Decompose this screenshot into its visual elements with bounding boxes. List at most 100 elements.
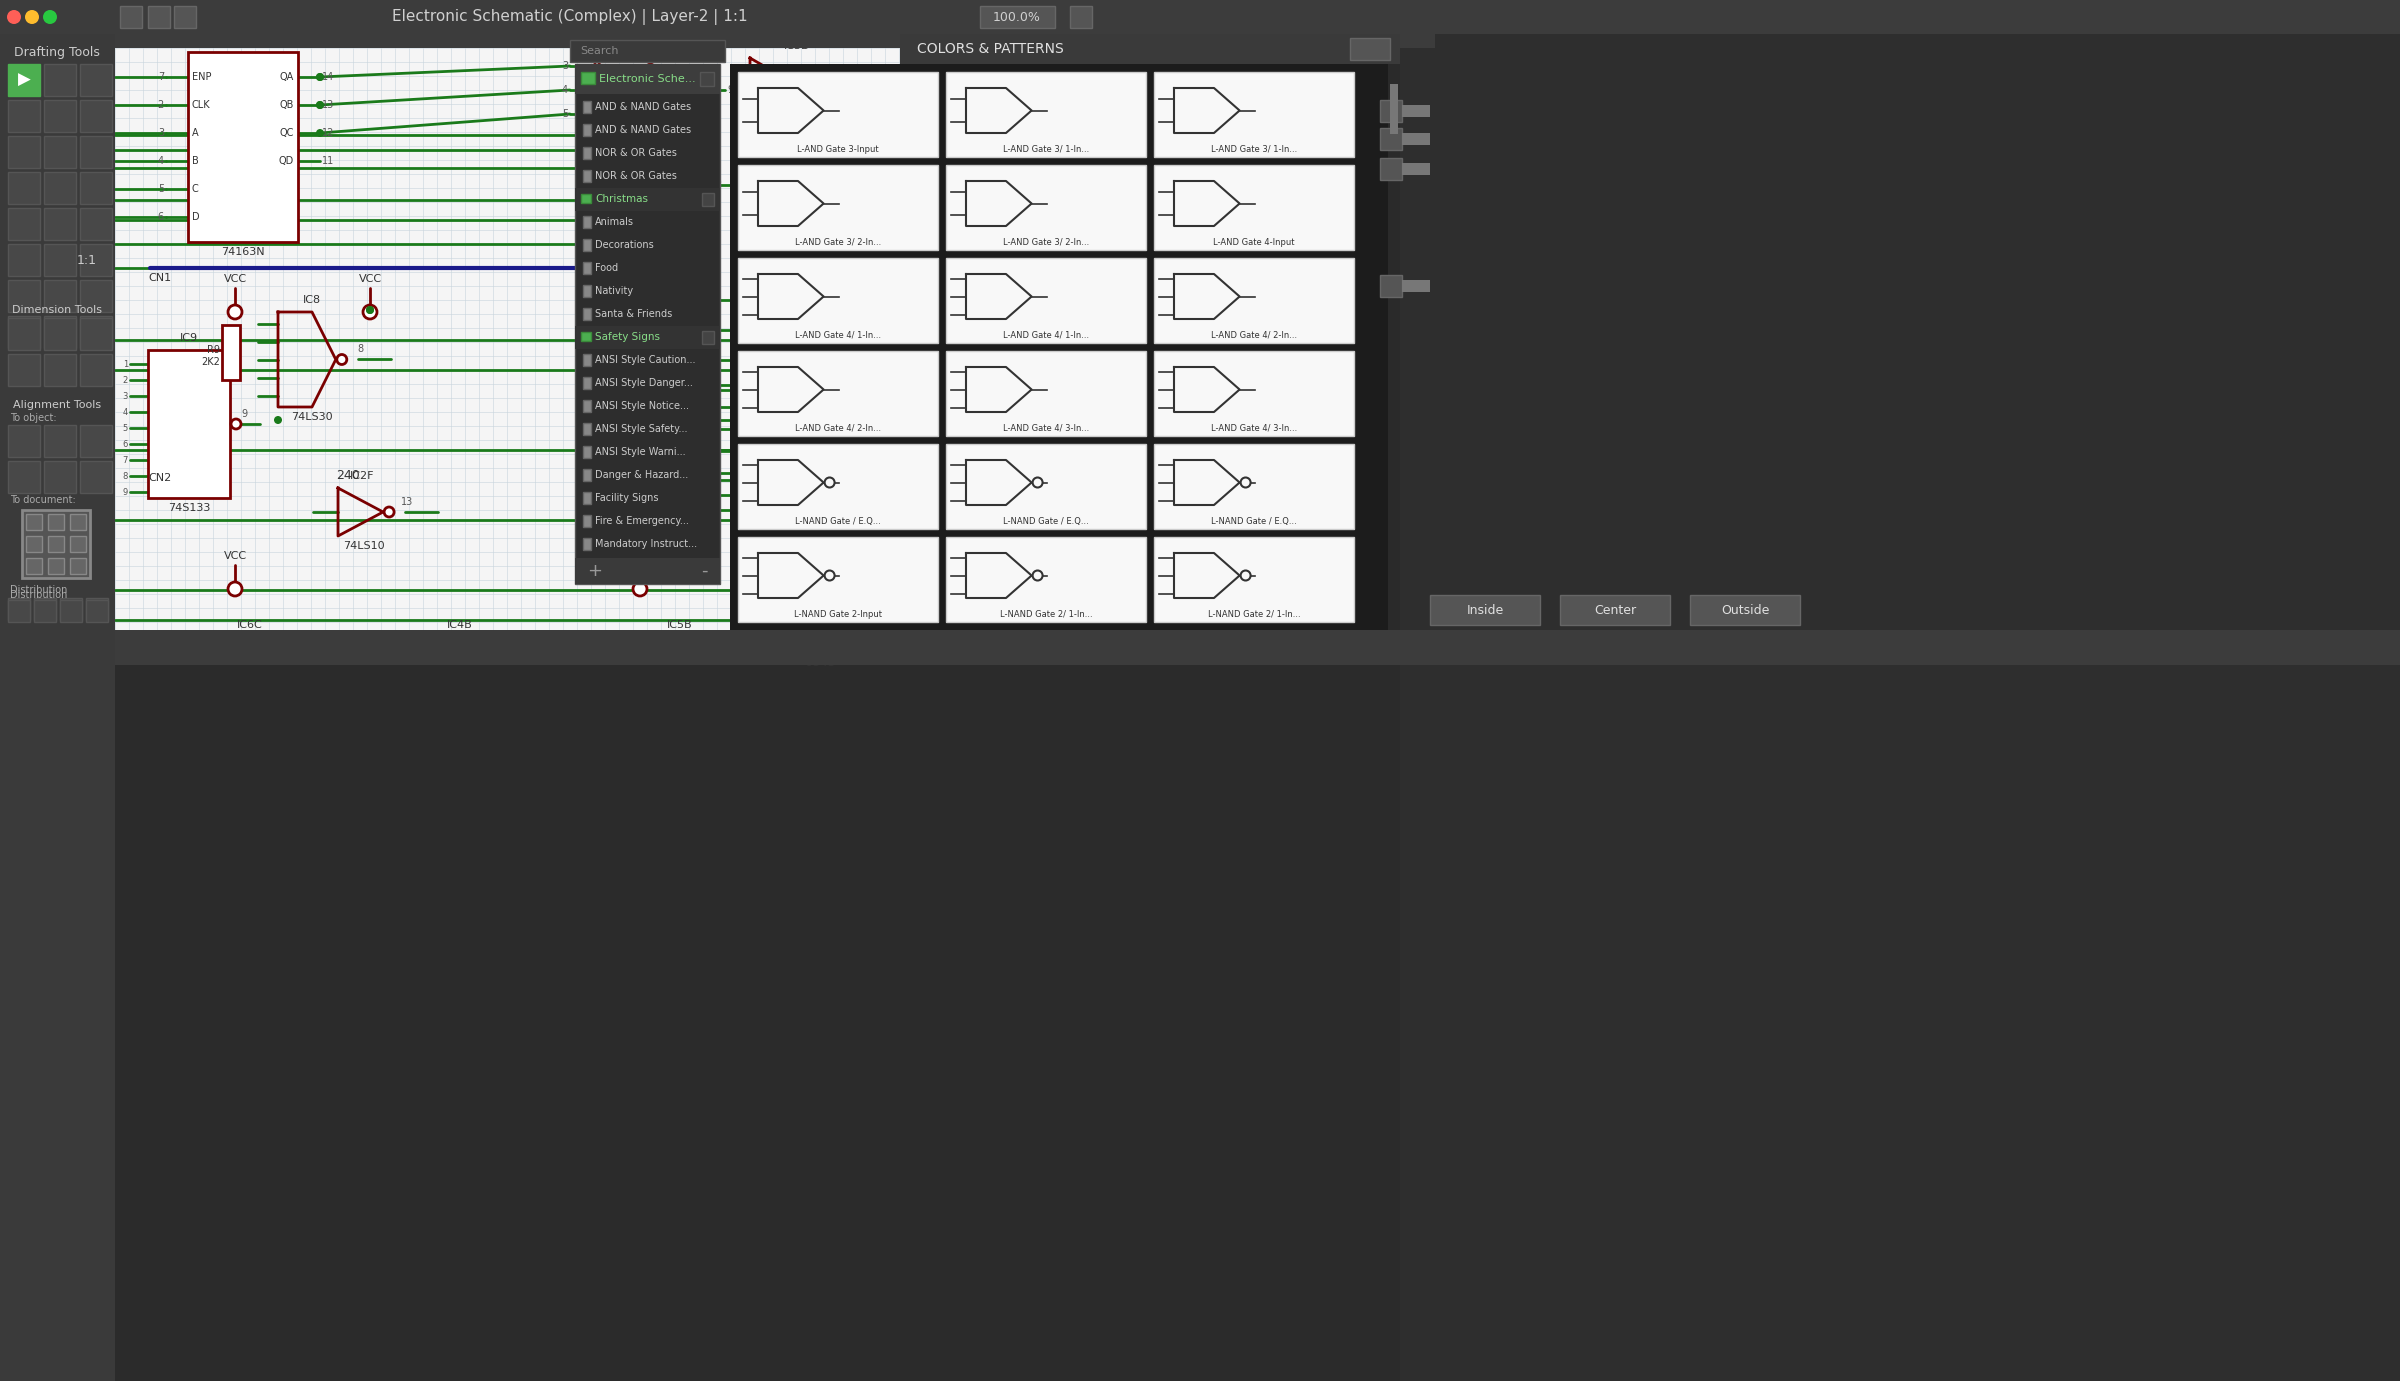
Text: D2: D2 <box>684 355 698 365</box>
Text: To document:: To document: <box>10 494 77 505</box>
Text: 5: 5 <box>122 424 127 432</box>
Text: 3: 3 <box>158 128 163 138</box>
Text: IC4B: IC4B <box>446 620 473 630</box>
Text: 33: 33 <box>739 287 751 297</box>
Text: 2: 2 <box>158 99 163 110</box>
Bar <box>7 99 41 133</box>
Bar <box>583 239 590 251</box>
Text: Dimension Tools: Dimension Tools <box>12 305 101 315</box>
Bar <box>149 349 230 499</box>
Bar <box>43 280 77 312</box>
Text: Drafting Tools: Drafting Tools <box>14 46 101 58</box>
Text: MA9: MA9 <box>979 529 998 539</box>
Bar <box>70 536 86 552</box>
Bar <box>79 64 113 97</box>
Text: 4: 4 <box>809 170 816 180</box>
Text: L-NAND Gate / E.Q...: L-NAND Gate / E.Q... <box>1003 516 1090 526</box>
Text: D: D <box>192 213 199 222</box>
Text: CN2: CN2 <box>149 474 170 483</box>
Text: -: - <box>701 562 708 580</box>
Bar <box>7 135 41 168</box>
Bar <box>703 193 715 206</box>
Bar <box>175 6 197 28</box>
Bar <box>571 40 725 62</box>
Bar <box>79 316 113 348</box>
Text: 27: 27 <box>739 467 751 476</box>
Text: 74LS04: 74LS04 <box>763 117 804 128</box>
Bar <box>7 598 29 620</box>
Bar <box>43 99 77 133</box>
Text: RAM: RAM <box>677 468 698 478</box>
Text: 4: 4 <box>562 86 569 95</box>
Text: QD: QD <box>278 156 295 166</box>
Text: Santa & Friends: Santa & Friends <box>595 309 672 319</box>
Circle shape <box>826 570 835 580</box>
Text: RA3: RA3 <box>823 573 845 583</box>
Bar <box>1430 595 1541 626</box>
Text: 9: 9 <box>240 409 247 418</box>
Text: QC: QC <box>281 128 295 138</box>
Text: L-AND Gate 3/ 2-In...: L-AND Gate 3/ 2-In... <box>1003 238 1090 246</box>
Text: VCC: VCC <box>358 273 382 284</box>
Text: L-AND Gate 3-Input: L-AND Gate 3-Input <box>797 145 878 153</box>
Circle shape <box>43 10 58 23</box>
Bar <box>576 188 720 211</box>
Text: 7: 7 <box>122 456 127 464</box>
Bar <box>583 446 590 458</box>
Text: RA2: RA2 <box>823 552 847 563</box>
Bar <box>583 124 590 135</box>
Text: VCC: VCC <box>629 551 650 561</box>
Bar <box>43 209 77 240</box>
Circle shape <box>317 73 324 81</box>
Text: 8: 8 <box>818 70 826 80</box>
Circle shape <box>799 80 809 91</box>
Text: D0: D0 <box>684 296 698 305</box>
Text: 11: 11 <box>322 156 334 166</box>
Text: 74S133: 74S133 <box>168 503 211 512</box>
Bar <box>979 6 1056 28</box>
Circle shape <box>365 307 374 313</box>
Text: 240: 240 <box>336 468 360 482</box>
Text: 74LS04: 74LS04 <box>624 218 665 228</box>
Bar <box>1390 84 1397 134</box>
Bar <box>703 331 715 344</box>
Text: VCC: VCC <box>223 273 247 284</box>
Text: CLK: CLK <box>679 380 698 389</box>
Bar <box>60 599 82 621</box>
Text: DE: DE <box>881 294 898 307</box>
Bar <box>946 258 1147 342</box>
Circle shape <box>634 581 648 597</box>
Bar <box>70 558 86 574</box>
Bar <box>1070 6 1092 28</box>
Text: 30: 30 <box>739 377 751 387</box>
Bar <box>79 461 113 493</box>
Bar <box>739 164 938 250</box>
Text: IC7B: IC7B <box>619 35 646 46</box>
Circle shape <box>336 355 348 365</box>
Bar <box>115 35 1435 48</box>
Circle shape <box>362 305 377 319</box>
Bar <box>701 72 715 86</box>
Text: MA0: MA0 <box>979 296 998 304</box>
Bar <box>1380 128 1402 151</box>
Bar <box>7 64 41 97</box>
Text: D1: D1 <box>766 325 780 336</box>
Circle shape <box>384 507 394 516</box>
Bar <box>1402 105 1430 117</box>
Text: 1: 1 <box>576 180 583 191</box>
Text: Fire & Emergency...: Fire & Emergency... <box>595 516 689 526</box>
Text: 31: 31 <box>739 347 751 358</box>
Text: Danger & Hazard...: Danger & Hazard... <box>595 470 689 481</box>
Text: E: E <box>691 446 698 456</box>
Text: 74163N: 74163N <box>221 247 264 257</box>
Text: A: A <box>192 128 199 138</box>
Text: RA0: RA0 <box>823 512 845 523</box>
Bar <box>1380 99 1402 122</box>
Bar <box>583 492 590 504</box>
Bar <box>739 258 938 342</box>
Bar <box>730 64 1399 644</box>
Bar <box>70 514 86 530</box>
Text: 13: 13 <box>401 497 413 507</box>
Bar <box>1402 163 1430 175</box>
Text: IC8: IC8 <box>302 296 322 305</box>
